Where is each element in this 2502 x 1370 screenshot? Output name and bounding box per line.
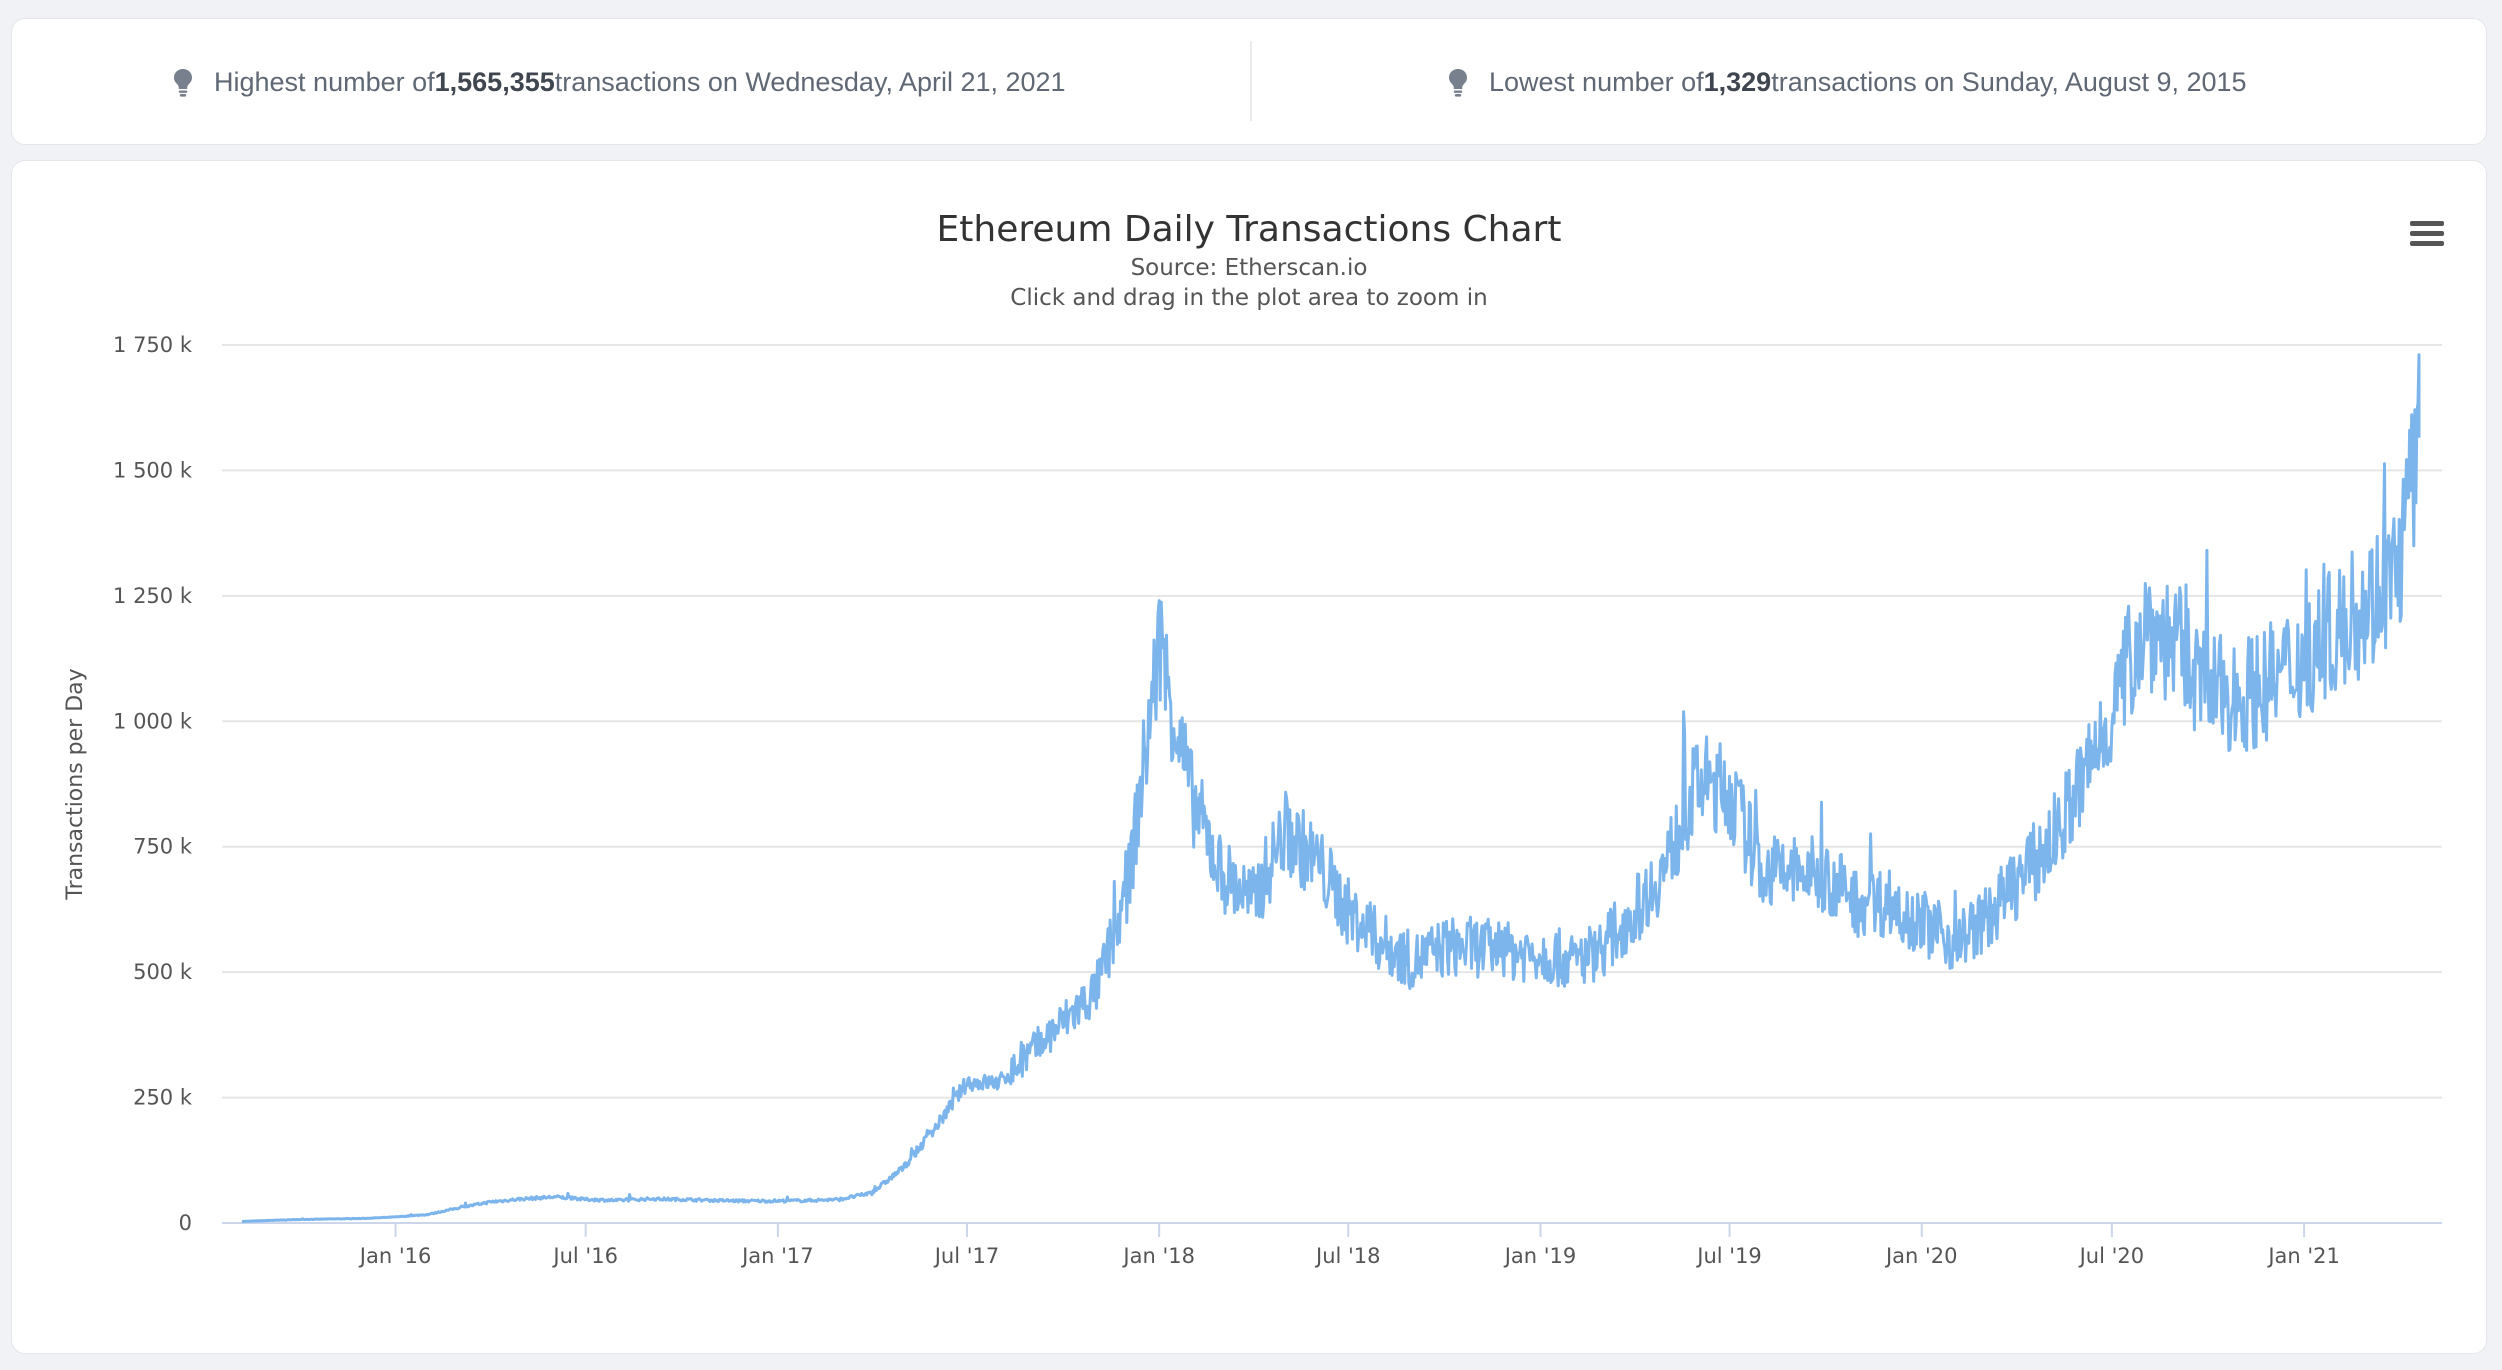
y-axis-title: Transactions per Day: [63, 668, 88, 900]
y-tick-label: 500 k: [133, 960, 193, 984]
x-tick-label: Jul '18: [1314, 1244, 1381, 1268]
x-tick-label: Jul '16: [551, 1244, 618, 1268]
lowest-transactions-stat: Lowest number of 1,329 transactions on S…: [1447, 19, 2247, 146]
y-axis-tick-labels: 0 250 k 500 k 750 k 1 000 k 1 250 k 1 500 k 1 7…: [113, 333, 193, 1235]
highest-stat-prefix: Highest number of: [214, 67, 435, 97]
x-tick-label: Jan '21: [2266, 1244, 2340, 1268]
transactions-series-line[interactable]: [241, 353, 2421, 1224]
x-tick-label: Jul '17: [933, 1244, 1000, 1268]
chart-zoom-hint: Click and drag in the plot area to zoom …: [1010, 285, 1487, 311]
hamburger-icon: [2410, 221, 2444, 226]
stats-divider: [1250, 41, 1252, 121]
chart-title: Ethereum Daily Transactions Chart: [937, 209, 1562, 250]
stats-card: Highest number of 1,565,355 transactions…: [11, 18, 2487, 145]
gridlines: [222, 344, 2442, 1224]
highest-transactions-stat: Highest number of 1,565,355 transactions…: [172, 19, 1066, 146]
y-tick-label: 1 750 k: [113, 333, 193, 357]
x-tick-label: Jan '17: [740, 1244, 814, 1268]
y-tick-label: 750 k: [133, 835, 193, 859]
x-tick-label: Jan '18: [1121, 1244, 1195, 1268]
x-axis-tick-labels: Jan '16 Jul '16 Jan '17 Jul '17 Jan '18 Jul '…: [358, 1223, 2340, 1268]
y-tick-label: 0: [179, 1211, 192, 1235]
y-tick-label: 250 k: [133, 1086, 193, 1110]
y-tick-label: 1 000 k: [113, 709, 193, 733]
x-tick-label: Jul '19: [1695, 1244, 1762, 1268]
lowest-stat-suffix: transactions on Sunday, August 9, 2015: [1771, 67, 2247, 97]
lowest-stat-value: 1,329: [1703, 67, 1772, 97]
chart-subtitle: Source: Etherscan.io: [1131, 255, 1368, 281]
hamburger-icon: [2410, 231, 2444, 236]
x-tick-label: Jan '20: [1884, 1244, 1958, 1268]
highest-stat-value: 1,565,355: [434, 67, 555, 97]
x-tick-label: Jul '20: [2078, 1244, 2145, 1268]
x-tick-label: Jan '19: [1503, 1244, 1577, 1268]
hamburger-icon: [2410, 241, 2444, 246]
y-tick-label: 1 250 k: [113, 584, 193, 608]
series-layer[interactable]: [241, 353, 2421, 1224]
chart-card: Ethereum Daily Transactions Chart Source…: [11, 160, 2487, 1354]
highest-stat-suffix: transactions on Wednesday, April 21, 202…: [554, 67, 1066, 97]
lightbulb-icon: [1449, 68, 1467, 97]
x-tick-label: Jan '16: [358, 1244, 432, 1268]
chart-context-menu-button[interactable]: [2398, 213, 2450, 257]
daily-transactions-chart[interactable]: Ethereum Daily Transactions Chart Source…: [12, 161, 2486, 1353]
lowest-stat-prefix: Lowest number of: [1489, 67, 1704, 97]
y-tick-label: 1 500 k: [113, 458, 193, 482]
lightbulb-icon: [174, 68, 192, 97]
